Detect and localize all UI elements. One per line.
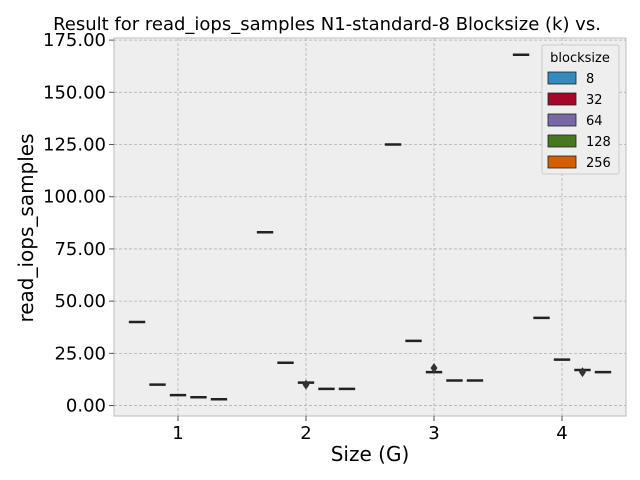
legend-label: 256 <box>586 156 611 171</box>
y-tick-label: 50.00 <box>54 291 106 312</box>
x-tick-label: 1 <box>172 423 183 444</box>
outlier-marker <box>430 362 438 373</box>
x-tick-label: 4 <box>556 423 567 444</box>
y-axis-label: read_iops_samples <box>14 133 38 322</box>
chart-title: Result for read_iops_samples N1-standard… <box>53 14 601 35</box>
outlier-marker <box>578 367 586 378</box>
legend-swatch <box>547 155 577 169</box>
legend-swatch <box>547 92 577 106</box>
y-tick-label: 175.00 <box>43 30 106 51</box>
legend-swatch <box>547 71 577 85</box>
y-tick-label: 150.00 <box>43 82 106 103</box>
legend-label: 64 <box>586 114 603 129</box>
y-tick-label: 75.00 <box>54 239 106 260</box>
x-tick-label: 3 <box>428 423 439 444</box>
y-tick-label: 0.00 <box>66 396 106 417</box>
legend-title: blocksize <box>550 51 610 66</box>
y-tick-label: 25.00 <box>54 343 106 364</box>
legend: blocksize 8 32 64 128 256 <box>541 44 620 175</box>
legend-label: 128 <box>586 135 611 150</box>
outlier-marker <box>302 379 310 390</box>
legend-label: 32 <box>586 93 603 108</box>
x-axis-label: Size (G) <box>331 442 410 466</box>
y-tick-label: 100.00 <box>43 187 106 208</box>
y-tick-label: 125.00 <box>43 135 106 156</box>
x-tick-label: 2 <box>300 423 311 444</box>
legend-swatch <box>547 134 577 148</box>
legend-swatch <box>547 113 577 127</box>
legend-label: 8 <box>586 72 594 87</box>
